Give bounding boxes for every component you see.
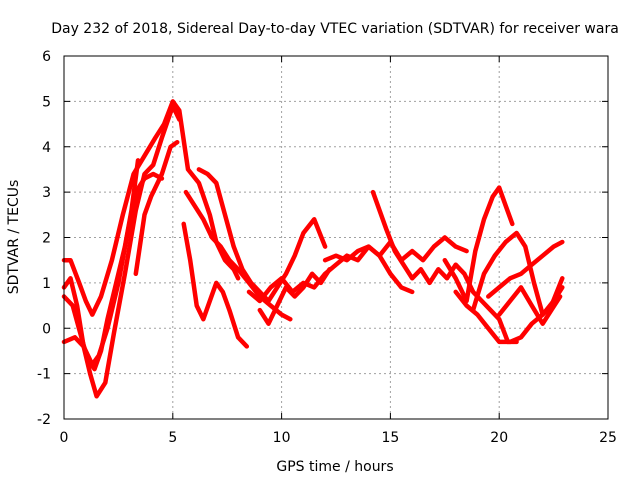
series-sat-h xyxy=(196,167,328,304)
series-sat-f xyxy=(181,221,250,349)
series-sat-e xyxy=(133,139,180,277)
series-sat-p xyxy=(486,239,565,299)
chart-title: Day 232 of 2018, Sidereal Day-to-day VTE… xyxy=(51,21,619,37)
y-tick-label: 4 xyxy=(42,140,51,156)
series-sat-b xyxy=(61,103,182,399)
y-tick-labels: -2 -1 0 1 2 3 4 5 6 xyxy=(37,49,51,428)
series-sat-d xyxy=(61,171,165,367)
series-sat-o xyxy=(470,230,565,317)
x-axis-label: GPS time / hours xyxy=(276,459,393,475)
data-series xyxy=(61,99,565,399)
y-tick-label: 6 xyxy=(42,49,51,65)
y-tick-label: 3 xyxy=(42,185,51,201)
x-tick-labels: 0 5 10 15 20 25 xyxy=(60,430,617,446)
series-sat-q xyxy=(496,285,563,326)
x-tick-label: 5 xyxy=(168,430,177,446)
x-tick-label: 0 xyxy=(60,430,69,446)
grid-lines xyxy=(64,56,608,419)
series-sat-m xyxy=(442,185,515,304)
y-tick-label: -2 xyxy=(37,412,51,428)
series-sat-l xyxy=(370,189,519,345)
y-tick-label: 1 xyxy=(42,276,51,292)
series-sat-a xyxy=(61,99,241,317)
x-tick-label: 25 xyxy=(599,430,617,446)
series-sat-j xyxy=(257,267,332,326)
y-tick-label: -1 xyxy=(37,367,51,383)
series-sat-g xyxy=(183,189,293,322)
y-tick-label: 0 xyxy=(42,321,51,337)
plot-frame xyxy=(63,55,609,420)
y-axis-label: SDTVAR / TECUs xyxy=(6,180,22,295)
y-tick-label: 5 xyxy=(42,94,51,110)
x-tick-label: 15 xyxy=(381,430,399,446)
y-tick-label: 2 xyxy=(42,231,51,247)
x-tick-label: 20 xyxy=(490,430,508,446)
x-tick-label: 10 xyxy=(273,430,291,446)
